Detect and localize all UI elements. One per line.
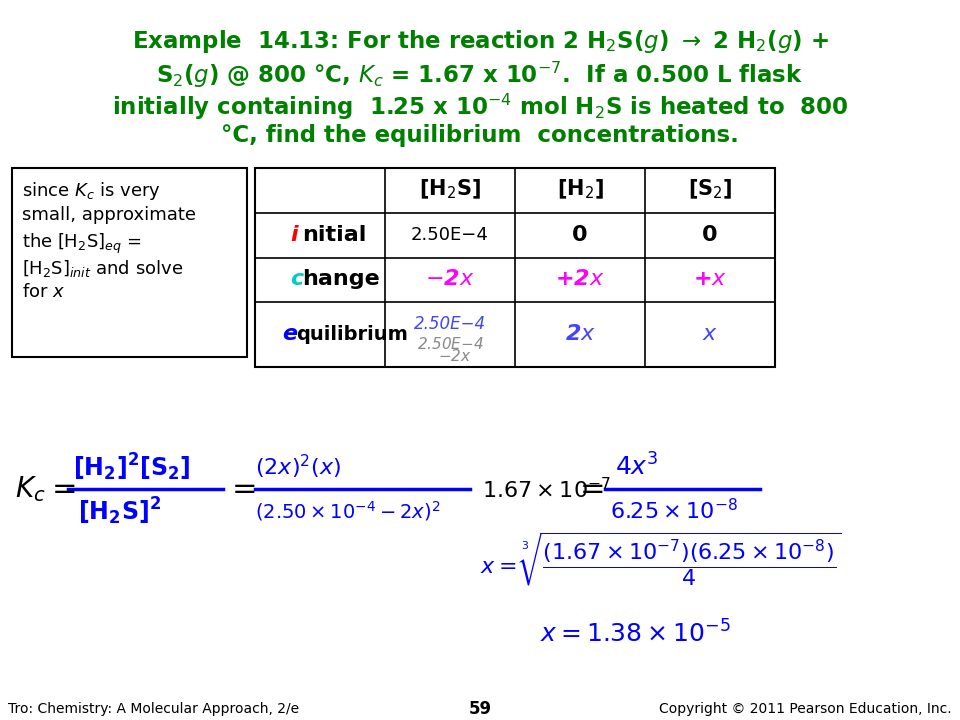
Text: Copyright © 2011 Pearson Education, Inc.: Copyright © 2011 Pearson Education, Inc. xyxy=(660,702,952,716)
Text: °C, find the equilibrium  concentrations.: °C, find the equilibrium concentrations. xyxy=(221,124,739,147)
Text: 2.50E−4: 2.50E−4 xyxy=(411,225,489,243)
Text: +2$x$: +2$x$ xyxy=(555,269,605,289)
Text: e: e xyxy=(282,325,298,344)
Text: [H$_2$S]$_{init}$ and solve: [H$_2$S]$_{init}$ and solve xyxy=(22,258,183,279)
Text: i: i xyxy=(290,225,298,245)
Text: $-$2$x$: $-$2$x$ xyxy=(438,348,471,364)
Text: $x$: $x$ xyxy=(702,325,718,344)
Text: $6.25\times10^{-8}$: $6.25\times10^{-8}$ xyxy=(610,498,738,523)
Text: 2.50E$-$4: 2.50E$-$4 xyxy=(417,336,484,352)
Text: $x = \sqrt[3]{\dfrac{(1.67\times10^{-7})(6.25\times10^{-8})}{4}}$: $x = \sqrt[3]{\dfrac{(1.67\times10^{-7})… xyxy=(480,530,842,588)
Text: +$x$: +$x$ xyxy=(693,269,727,289)
Text: quilibrium: quilibrium xyxy=(296,325,408,344)
Text: $(2x)^2(x)$: $(2x)^2(x)$ xyxy=(255,453,341,481)
Text: since $K_c$ is very: since $K_c$ is very xyxy=(22,180,160,202)
Text: =: = xyxy=(580,474,606,503)
Text: $K_c$: $K_c$ xyxy=(15,474,46,504)
Text: =: = xyxy=(232,474,257,503)
Text: small, approximate: small, approximate xyxy=(22,206,196,224)
Text: Example  14.13: For the reaction 2 H$_2$S($g$) $\rightarrow$ 2 H$_2$($g$) +: Example 14.13: For the reaction 2 H$_2$S… xyxy=(132,28,828,55)
Text: 0: 0 xyxy=(572,225,588,245)
Text: =: = xyxy=(52,474,78,503)
Bar xyxy=(255,168,775,367)
Text: [H$_2$]: [H$_2$] xyxy=(557,178,604,202)
Text: 59: 59 xyxy=(468,700,492,718)
Bar xyxy=(12,168,247,357)
Text: the [H$_2$S]$_{eq}$ =: the [H$_2$S]$_{eq}$ = xyxy=(22,232,142,256)
Text: hange: hange xyxy=(302,269,380,289)
Text: [H$_2$S]: [H$_2$S] xyxy=(420,178,481,202)
Text: [S$_2$]: [S$_2$] xyxy=(687,178,732,202)
Text: 2.50E−4: 2.50E−4 xyxy=(414,315,486,333)
Text: $4x^3$: $4x^3$ xyxy=(615,454,659,481)
Text: 2$x$: 2$x$ xyxy=(564,325,595,344)
Text: $(2.50\times10^{-4}-2x)^2$: $(2.50\times10^{-4}-2x)^2$ xyxy=(255,499,441,523)
Text: $x = 1.38\times10^{-5}$: $x = 1.38\times10^{-5}$ xyxy=(540,620,731,647)
Text: 0: 0 xyxy=(702,225,718,245)
Text: $\mathbf{[H_2]^2[S_2]}$: $\mathbf{[H_2]^2[S_2]}$ xyxy=(73,451,190,483)
Text: Tro: Chemistry: A Molecular Approach, 2/e: Tro: Chemistry: A Molecular Approach, 2/… xyxy=(8,702,300,716)
Text: $\mathbf{[H_2S]^2}$: $\mathbf{[H_2S]^2}$ xyxy=(78,495,161,527)
Text: initially containing  1.25 x 10$^{-4}$ mol H$_2$S is heated to  800: initially containing 1.25 x 10$^{-4}$ mo… xyxy=(111,92,849,122)
Text: $1.67\times10^{-7}$: $1.67\times10^{-7}$ xyxy=(482,477,611,502)
Text: $-$2$x$: $-$2$x$ xyxy=(425,269,475,289)
Text: for $x$: for $x$ xyxy=(22,284,65,302)
Text: nitial: nitial xyxy=(302,225,367,245)
Text: c: c xyxy=(290,269,303,289)
Text: S$_2$($g$) @ 800 °C, $K_c$ = 1.67 x 10$^{-7}$.  If a 0.500 L flask: S$_2$($g$) @ 800 °C, $K_c$ = 1.67 x 10$^… xyxy=(156,60,804,90)
